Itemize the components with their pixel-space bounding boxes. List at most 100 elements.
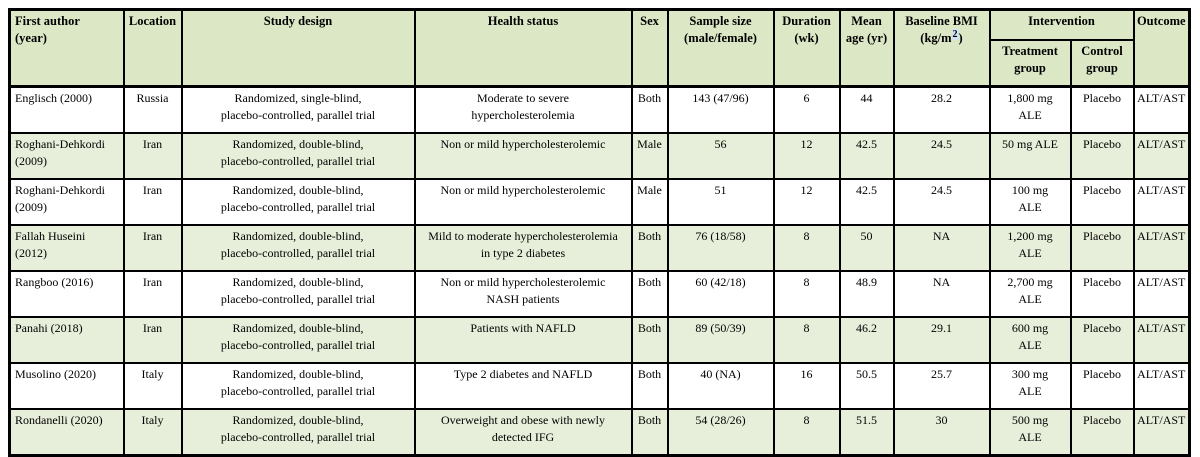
- cell-sex: Both: [630, 362, 669, 410]
- cell-location: Iran: [122, 132, 183, 180]
- cell-health-status: Non or mild hypercholesterolemic: [413, 132, 633, 180]
- cell-study-design: Randomized, double-blind, placebo-contro…: [180, 178, 416, 226]
- bmi-unit-prefix: (kg/m: [920, 31, 952, 46]
- cell-health-status: Non or mild hypercholesterolemic NASH pa…: [413, 270, 633, 318]
- cell-mean-age: 42.5: [838, 132, 895, 180]
- cell-baseline-bmi: NA: [892, 224, 991, 272]
- cell-control: Placebo: [1069, 224, 1135, 272]
- cell-duration: 8: [772, 316, 841, 364]
- cell-location: Iran: [122, 224, 183, 272]
- header-row-main: First author (year) Location Study desig…: [8, 8, 1191, 88]
- cell-baseline-bmi: 25.7: [892, 362, 991, 410]
- cell-location: Iran: [122, 270, 183, 318]
- cell-treatment: 300 mg ALE: [988, 362, 1072, 410]
- col-header-control-group: Control group: [1069, 39, 1135, 88]
- col-header-study-design: Study design: [180, 8, 416, 88]
- cell-sex: Male: [630, 132, 669, 180]
- cell-mean-age: 44: [838, 85, 895, 134]
- cell-duration: 12: [772, 178, 841, 226]
- table-row: Fallah Huseini (2012) Iran Randomized, d…: [8, 224, 1191, 272]
- cell-outcome: ALT/AST: [1132, 362, 1191, 410]
- table-row: Musolino (2020) Italy Randomized, double…: [8, 362, 1191, 410]
- page: First author (year) Location Study desig…: [8, 8, 1192, 457]
- cell-study-design: Randomized, double-blind, placebo-contro…: [180, 362, 416, 410]
- table-body: Englisch (2000) Russia Randomized, singl…: [8, 85, 1191, 457]
- cell-study-design: Randomized, double-blind, placebo-contro…: [180, 408, 416, 457]
- cell-sex: Both: [630, 85, 669, 134]
- superscript-2: 2: [951, 29, 959, 41]
- cell-sex: Both: [630, 270, 669, 318]
- cell-control: Placebo: [1069, 178, 1135, 226]
- cell-study-design: Randomized, double-blind, placebo-contro…: [180, 132, 416, 180]
- study-characteristics-table: First author (year) Location Study desig…: [8, 8, 1192, 457]
- cell-sample-size: 89 (50/39): [666, 316, 775, 364]
- cell-baseline-bmi: 28.2: [892, 85, 991, 134]
- col-header-health-status: Health status: [413, 8, 633, 88]
- cell-study-design: Randomized, single-blind, placebo-contro…: [180, 85, 416, 134]
- cell-author: Musolino (2020): [8, 362, 125, 410]
- cell-sex: Both: [630, 316, 669, 364]
- cell-outcome: ALT/AST: [1132, 85, 1191, 134]
- table-row: Roghani-Dehkordi (2009) Iran Randomized,…: [8, 132, 1191, 180]
- cell-study-design: Randomized, double-blind, placebo-contro…: [180, 270, 416, 318]
- cell-mean-age: 48.9: [838, 270, 895, 318]
- col-header-mean-age: Mean age (yr): [838, 8, 895, 88]
- cell-sex: Male: [630, 178, 669, 226]
- cell-location: Iran: [122, 178, 183, 226]
- cell-mean-age: 50: [838, 224, 895, 272]
- cell-outcome: ALT/AST: [1132, 408, 1191, 457]
- cell-sample-size: 143 (47/96): [666, 85, 775, 134]
- cell-treatment: 50 mg ALE: [988, 132, 1072, 180]
- cell-baseline-bmi: 24.5: [892, 132, 991, 180]
- col-header-treatment-group: Treatment group: [988, 39, 1072, 88]
- cell-health-status: Overweight and obese with newly detected…: [413, 408, 633, 457]
- cell-control: Placebo: [1069, 362, 1135, 410]
- cell-outcome: ALT/AST: [1132, 270, 1191, 318]
- cell-sex: Both: [630, 408, 669, 457]
- table-row: Rangboo (2016) Iran Randomized, double-b…: [8, 270, 1191, 318]
- cell-author: Fallah Huseini (2012): [8, 224, 125, 272]
- cell-sample-size: 40 (NA): [666, 362, 775, 410]
- cell-treatment: 1,200 mg ALE: [988, 224, 1072, 272]
- cell-control: Placebo: [1069, 316, 1135, 364]
- cell-health-status: Mild to moderate hypercholesterolemia in…: [413, 224, 633, 272]
- cell-baseline-bmi: 29.1: [892, 316, 991, 364]
- col-header-sample-size: Sample size (male/female): [666, 8, 775, 88]
- cell-treatment: 600 mg ALE: [988, 316, 1072, 364]
- cell-duration: 12: [772, 132, 841, 180]
- cell-location: Italy: [122, 362, 183, 410]
- cell-author: Panahi (2018): [8, 316, 125, 364]
- cell-outcome: ALT/AST: [1132, 178, 1191, 226]
- table-row: Roghani-Dehkordi (2009) Iran Randomized,…: [8, 178, 1191, 226]
- cell-control: Placebo: [1069, 408, 1135, 457]
- col-header-duration: Duration (wk): [772, 8, 841, 88]
- cell-duration: 8: [772, 224, 841, 272]
- col-header-baseline-bmi: Baseline BMI (kg/m2): [892, 8, 991, 88]
- cell-control: Placebo: [1069, 85, 1135, 134]
- table-header: First author (year) Location Study desig…: [8, 8, 1191, 88]
- header-row-sub: Treatment group Control group: [10, 39, 1190, 88]
- cell-duration: 6: [772, 85, 841, 134]
- cell-health-status: Type 2 diabetes and NAFLD: [413, 362, 633, 410]
- cell-author: Englisch (2000): [8, 85, 125, 134]
- cell-study-design: Randomized, double-blind, placebo-contro…: [180, 316, 416, 364]
- cell-sample-size: 56: [666, 132, 775, 180]
- cell-baseline-bmi: 24.5: [892, 178, 991, 226]
- cell-mean-age: 46.2: [838, 316, 895, 364]
- cell-treatment: 1,800 mg ALE: [988, 85, 1072, 134]
- cell-sample-size: 51: [666, 178, 775, 226]
- cell-treatment: 100 mg ALE: [988, 178, 1072, 226]
- cell-treatment: 2,700 mg ALE: [988, 270, 1072, 318]
- cell-outcome: ALT/AST: [1132, 224, 1191, 272]
- table-row: Panahi (2018) Iran Randomized, double-bl…: [8, 316, 1191, 364]
- cell-treatment: 500 mg ALE: [988, 408, 1072, 457]
- cell-duration: 8: [772, 408, 841, 457]
- cell-mean-age: 42.5: [838, 178, 895, 226]
- cell-duration: 16: [772, 362, 841, 410]
- col-header-sex: Sex: [630, 8, 669, 88]
- cell-baseline-bmi: 30: [892, 408, 991, 457]
- cell-sample-size: 54 (28/26): [666, 408, 775, 457]
- cell-mean-age: 51.5: [838, 408, 895, 457]
- cell-health-status: Patients with NAFLD: [413, 316, 633, 364]
- col-header-first-author: First author (year): [8, 8, 125, 88]
